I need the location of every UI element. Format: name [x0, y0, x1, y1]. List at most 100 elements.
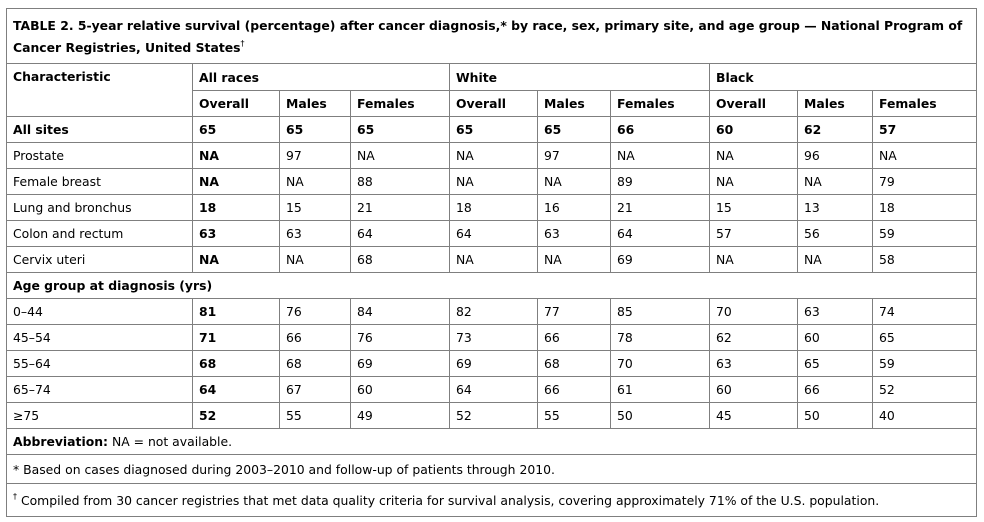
- table-cell: 50: [610, 402, 710, 429]
- table-cell: 15: [279, 194, 351, 221]
- table-cell: 59: [871, 350, 978, 377]
- table-cell: 45: [709, 402, 798, 429]
- abbreviation-note-row: Abbreviation: NA = not available.: [5, 428, 978, 455]
- table-cell: 60: [709, 116, 798, 143]
- dagger-note-text: Compiled from 30 cancer registries that …: [17, 493, 880, 508]
- table-row: 55–64 68 68 69 69 68 70 63 65 59: [6, 350, 978, 377]
- table-row: 0–44 81 76 84 82 77 85 70 63 74: [6, 298, 978, 325]
- row-label: Cervix uteri: [6, 246, 193, 273]
- table-cell: 82: [449, 298, 538, 325]
- table-cell: NA: [709, 246, 798, 273]
- table-cell: 16: [537, 194, 611, 221]
- dagger-footnote-row: † Compiled from 30 cancer registries tha…: [5, 483, 978, 517]
- table-cell: 52: [449, 402, 538, 429]
- table-cell: NA: [449, 168, 538, 195]
- table-cell: 21: [350, 194, 450, 221]
- table-row: Female breast NA NA 88 NA NA 89 NA NA 79: [6, 168, 978, 195]
- table-cell: NA: [192, 168, 280, 195]
- star-note-text: * Based on cases diagnosed during 2003–2…: [13, 461, 555, 477]
- row-label: Prostate: [6, 142, 193, 169]
- star-footnote: * Based on cases diagnosed during 2003–2…: [5, 454, 978, 484]
- table-cell: 64: [449, 220, 538, 247]
- table-cell: 85: [610, 298, 710, 325]
- table-cell: 68: [537, 350, 611, 377]
- table-cell: 97: [279, 142, 351, 169]
- table-cell: 49: [350, 402, 450, 429]
- table-cell: 66: [797, 376, 873, 403]
- table-cell: 56: [797, 220, 873, 247]
- table-cell: 97: [537, 142, 611, 169]
- table-cell: 66: [279, 324, 351, 351]
- table-title-row: TABLE 2. 5-year relative survival (perce…: [5, 8, 978, 64]
- table-cell: 63: [192, 220, 280, 247]
- table-cell: 62: [797, 116, 873, 143]
- table-cell: NA: [610, 142, 710, 169]
- table-row: Prostate NA 97 NA NA 97 NA NA 96 NA: [6, 142, 978, 169]
- group-header-white: White: [449, 63, 710, 91]
- sub-header-cell: Males: [797, 90, 873, 117]
- title-dagger-mark: †: [240, 39, 245, 48]
- table-cell: 18: [449, 194, 538, 221]
- table-cell: NA: [449, 246, 538, 273]
- table-cell: 67: [279, 376, 351, 403]
- table-cell: 70: [709, 298, 798, 325]
- table-cell: 88: [350, 168, 450, 195]
- row-label: Colon and rectum: [6, 220, 193, 247]
- row-label: 45–54: [6, 324, 193, 351]
- table-cell: 15: [709, 194, 798, 221]
- table-cell: 74: [871, 298, 978, 325]
- table-cell: 18: [192, 194, 280, 221]
- table-cell: 65: [537, 116, 611, 143]
- table-cell: NA: [192, 246, 280, 273]
- characteristic-header: Characteristic: [6, 63, 193, 117]
- table-cell: 69: [350, 350, 450, 377]
- dagger-footnote: † Compiled from 30 cancer registries tha…: [5, 483, 978, 517]
- table-cell: 64: [449, 376, 538, 403]
- survival-table-container: TABLE 2. 5-year relative survival (perce…: [5, 8, 978, 517]
- table-cell: NA: [449, 142, 538, 169]
- table-cell: 79: [871, 168, 978, 195]
- abbreviation-note: Abbreviation: NA = not available.: [5, 428, 978, 455]
- survival-table: TABLE 2. 5-year relative survival (perce…: [5, 8, 978, 517]
- sub-header-cell: Females: [350, 90, 450, 117]
- table-cell: 63: [279, 220, 351, 247]
- table-cell: 65: [350, 116, 450, 143]
- table-cell: 60: [709, 376, 798, 403]
- group-header-black: Black: [708, 63, 978, 91]
- table-cell: 65: [797, 350, 873, 377]
- abbreviation-label: Abbreviation:: [13, 434, 108, 449]
- table-cell: 58: [871, 246, 978, 273]
- dagger-mark: †: [13, 492, 17, 501]
- table-cell: NA: [797, 246, 873, 273]
- table-cell: 18: [871, 194, 978, 221]
- table-cell: NA: [709, 168, 798, 195]
- table-cell: 63: [797, 298, 873, 325]
- table-row: 65–74 64 67 60 64 66 61 60 66 52: [6, 376, 978, 403]
- table-cell: 59: [871, 220, 978, 247]
- table-cell: 76: [350, 324, 450, 351]
- table-cell: 73: [449, 324, 538, 351]
- table-cell: 40: [871, 402, 978, 429]
- table-cell: 65: [871, 324, 978, 351]
- table-cell: 50: [797, 402, 873, 429]
- table-cell: 65: [192, 116, 280, 143]
- table-cell: NA: [350, 142, 450, 169]
- table-cell: 66: [537, 324, 611, 351]
- table-cell: 57: [709, 220, 798, 247]
- sub-header-cell: Overall: [192, 90, 280, 117]
- table-cell: 84: [350, 298, 450, 325]
- table-cell: 64: [350, 220, 450, 247]
- table-cell: 62: [709, 324, 798, 351]
- abbreviation-text: NA = not available.: [108, 434, 233, 449]
- table-cell: 52: [192, 402, 280, 429]
- row-label: 65–74: [6, 376, 193, 403]
- row-label: ≥75: [6, 402, 193, 429]
- table-cell: 61: [610, 376, 710, 403]
- row-label: Lung and bronchus: [6, 194, 193, 221]
- table-cell: NA: [871, 142, 978, 169]
- table-cell: 57: [871, 116, 978, 143]
- age-section-label: Age group at diagnosis (yrs): [5, 272, 978, 299]
- table-cell: 68: [350, 246, 450, 273]
- table-cell: 76: [279, 298, 351, 325]
- table-cell: 55: [279, 402, 351, 429]
